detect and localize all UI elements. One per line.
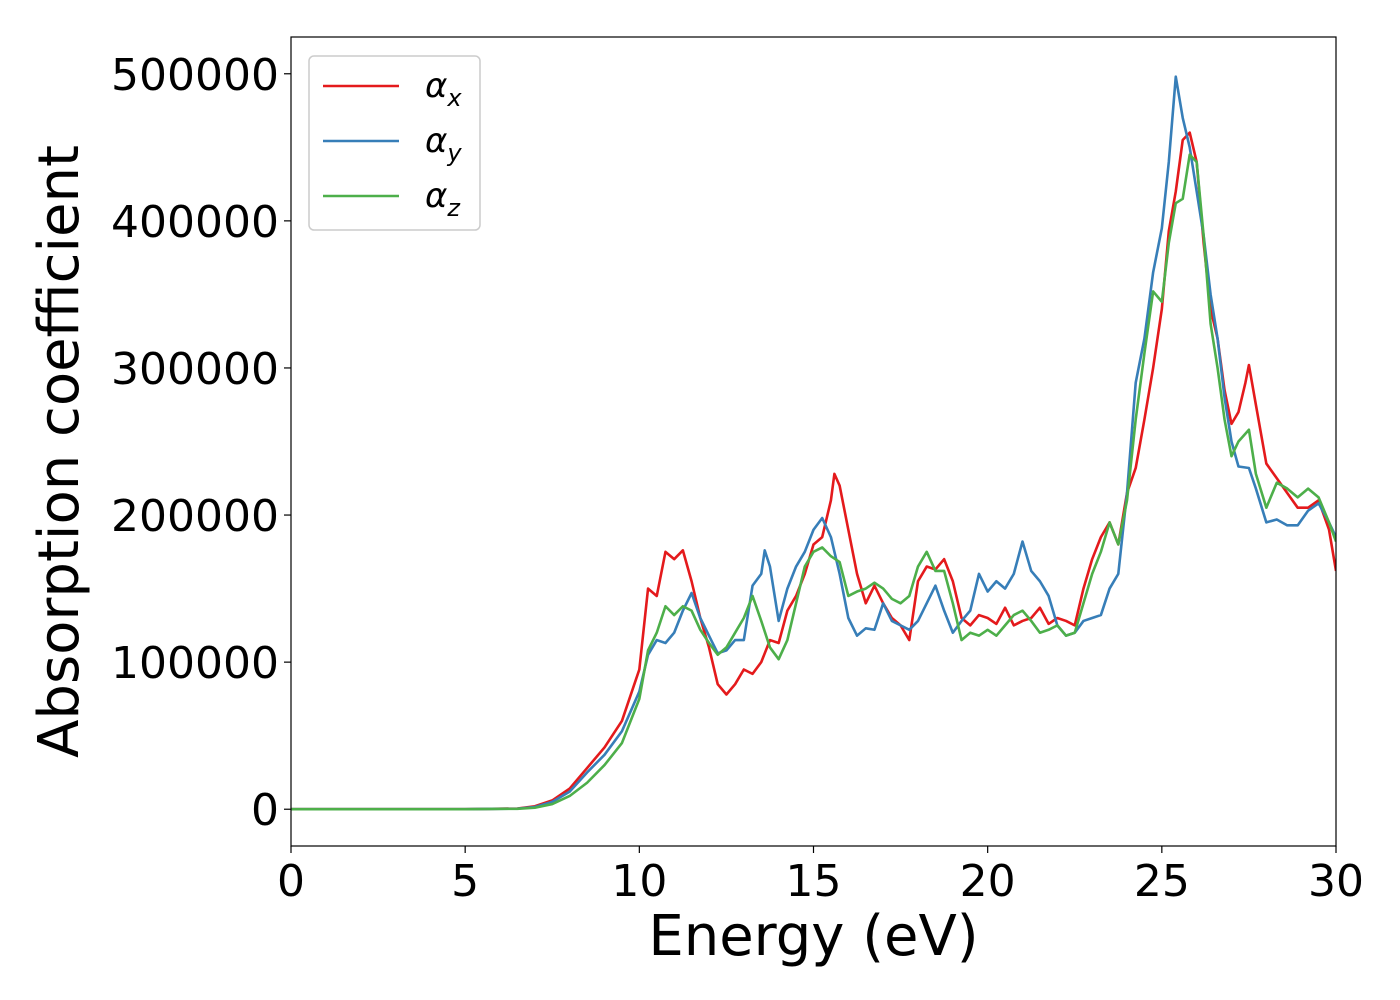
legend-box — [308, 55, 481, 231]
axes-frame — [290, 36, 1337, 847]
series-alpha-x-line — [291, 131, 1336, 811]
legend: αx αy αz — [308, 55, 481, 231]
x-tick-label: 5 — [451, 856, 479, 907]
y-tick-label: 100000 — [111, 638, 279, 689]
x-tick-label: 10 — [611, 856, 667, 907]
y-axis-label: Absorption coefficient — [27, 145, 92, 758]
y-tick-label: 500000 — [111, 50, 279, 101]
y-tick-label: 300000 — [111, 344, 279, 395]
series-lines — [291, 75, 1336, 811]
x-tick-label: 30 — [1308, 856, 1364, 907]
x-tick-label: 15 — [786, 856, 842, 907]
x-axis-ticks: 0 5 10 15 20 25 30 — [277, 846, 1364, 907]
series-alpha-z-line — [291, 153, 1336, 811]
legend-entry-alpha-x: αx — [425, 66, 462, 112]
y-tick-label: 400000 — [111, 197, 279, 248]
x-tick-label: 0 — [277, 856, 305, 907]
y-tick-label: 200000 — [111, 491, 279, 542]
x-tick-label: 20 — [960, 856, 1016, 907]
x-axis-label: Energy (eV) — [648, 904, 978, 969]
legend-entry-alpha-y: αy — [425, 121, 462, 167]
x-tick-label: 25 — [1134, 856, 1190, 907]
legend-entry-alpha-z: αz — [425, 176, 461, 222]
y-tick-label: 0 — [251, 785, 279, 836]
plot-area — [290, 36, 1337, 847]
y-axis-ticks: 0 100000 200000 300000 400000 500000 — [111, 50, 291, 836]
